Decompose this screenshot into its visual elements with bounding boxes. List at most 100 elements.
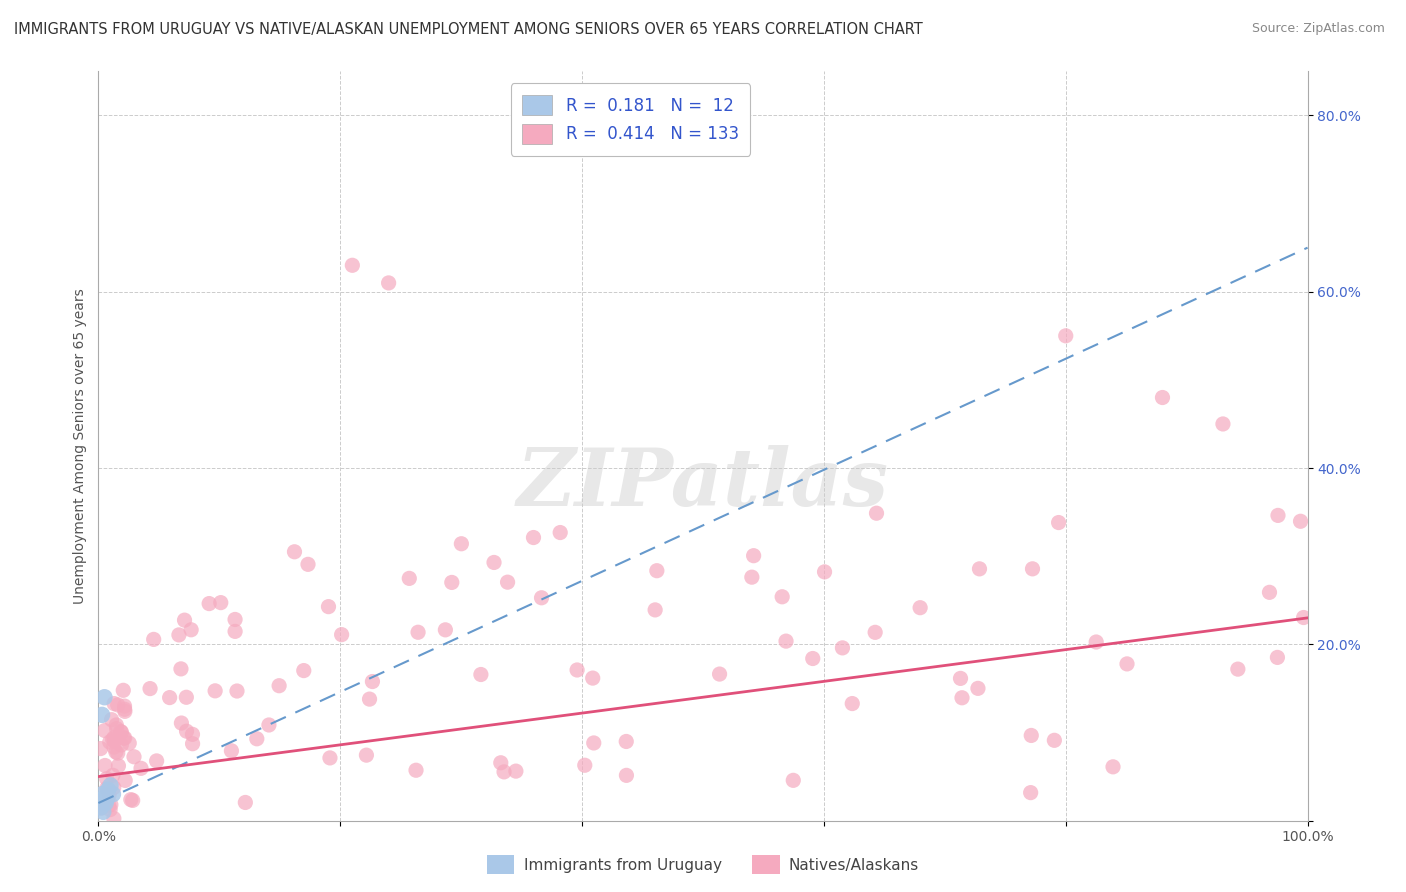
Point xyxy=(89,796,111,810)
Point xyxy=(103,812,125,826)
Point xyxy=(440,575,463,590)
Point xyxy=(775,634,797,648)
Point xyxy=(1289,514,1312,528)
Point xyxy=(97,782,120,797)
Point xyxy=(494,764,516,779)
Point xyxy=(530,591,553,605)
Point xyxy=(103,697,125,711)
Point xyxy=(297,558,319,572)
Point xyxy=(94,796,117,810)
Point xyxy=(114,705,136,719)
Point xyxy=(122,749,145,764)
Point xyxy=(142,632,165,647)
Point xyxy=(863,625,886,640)
Point xyxy=(319,751,342,765)
Point xyxy=(170,716,193,731)
Point xyxy=(120,792,142,806)
Legend: Immigrants from Uruguay, Natives/Alaskans: Immigrants from Uruguay, Natives/Alaskan… xyxy=(481,849,925,880)
Point xyxy=(841,697,863,711)
Point xyxy=(342,258,364,272)
Point xyxy=(209,596,232,610)
Point xyxy=(405,764,427,778)
Point xyxy=(709,667,731,681)
Point xyxy=(118,736,141,750)
Text: Source: ZipAtlas.com: Source: ZipAtlas.com xyxy=(1251,22,1385,36)
Point xyxy=(1267,650,1289,665)
Point xyxy=(110,738,132,752)
Point xyxy=(103,739,125,754)
Point xyxy=(770,590,793,604)
Point xyxy=(1019,728,1042,742)
Point xyxy=(967,681,990,696)
Point xyxy=(496,575,519,590)
Point xyxy=(103,731,125,745)
Point xyxy=(204,683,226,698)
Point xyxy=(107,759,129,773)
Point xyxy=(97,798,120,813)
Point xyxy=(96,781,118,796)
Point xyxy=(742,549,765,563)
Point xyxy=(565,663,588,677)
Point xyxy=(176,724,198,739)
Point xyxy=(645,564,668,578)
Point xyxy=(950,690,973,705)
Point xyxy=(91,805,114,819)
Point xyxy=(105,722,128,736)
Point xyxy=(114,699,136,714)
Point xyxy=(292,664,315,678)
Point xyxy=(257,718,280,732)
Point xyxy=(114,773,136,788)
Point xyxy=(505,764,527,778)
Point xyxy=(181,727,204,741)
Point xyxy=(434,623,457,637)
Point xyxy=(949,672,972,686)
Point xyxy=(644,603,666,617)
Point xyxy=(91,791,114,805)
Point xyxy=(450,537,472,551)
Point xyxy=(173,613,195,627)
Point xyxy=(548,525,571,540)
Point xyxy=(91,707,114,722)
Point xyxy=(105,718,128,732)
Point xyxy=(1102,760,1125,774)
Point xyxy=(616,768,638,782)
Point xyxy=(112,731,135,746)
Point xyxy=(1019,786,1042,800)
Point xyxy=(170,662,193,676)
Point xyxy=(1116,657,1139,671)
Point xyxy=(198,597,221,611)
Point xyxy=(103,734,125,748)
Point xyxy=(359,692,381,706)
Point xyxy=(167,628,190,642)
Point xyxy=(100,778,122,792)
Y-axis label: Unemployment Among Seniors over 65 years: Unemployment Among Seniors over 65 years xyxy=(73,288,87,604)
Point xyxy=(90,801,112,815)
Point xyxy=(782,773,804,788)
Point xyxy=(103,780,125,795)
Point xyxy=(614,734,637,748)
Point xyxy=(96,791,118,805)
Point xyxy=(98,735,121,749)
Point xyxy=(406,625,429,640)
Point xyxy=(101,787,124,801)
Point xyxy=(224,612,246,626)
Point xyxy=(283,545,305,559)
Point xyxy=(1085,635,1108,649)
Point xyxy=(98,788,121,802)
Point xyxy=(98,803,121,817)
Text: IMMIGRANTS FROM URUGUAY VS NATIVE/ALASKAN UNEMPLOYMENT AMONG SENIORS OVER 65 YEA: IMMIGRANTS FROM URUGUAY VS NATIVE/ALASKA… xyxy=(14,22,922,37)
Point xyxy=(361,674,384,689)
Point xyxy=(582,671,605,685)
Point xyxy=(100,797,122,812)
Point xyxy=(582,736,605,750)
Point xyxy=(226,684,249,698)
Point xyxy=(100,713,122,727)
Point xyxy=(908,600,931,615)
Point xyxy=(114,702,136,716)
Point xyxy=(233,796,256,810)
Point xyxy=(112,683,135,698)
Point xyxy=(969,562,991,576)
Point xyxy=(104,745,127,759)
Point xyxy=(398,571,420,585)
Point xyxy=(107,746,129,760)
